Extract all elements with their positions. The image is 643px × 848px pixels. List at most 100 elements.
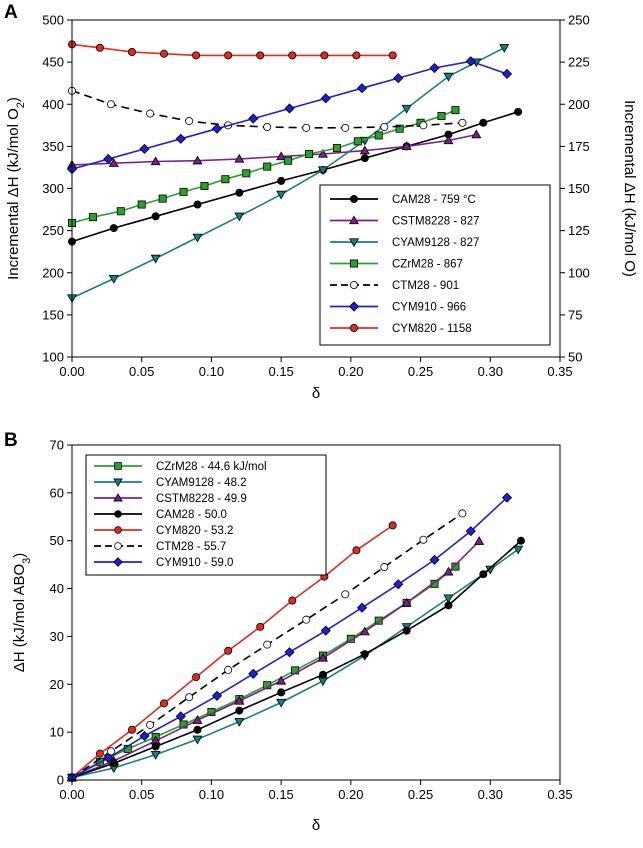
y-right-tick-label: 250 <box>568 13 590 28</box>
data-point <box>474 536 485 545</box>
data-point <box>458 118 467 127</box>
legend-entry: CSTM8228 - 827 <box>330 215 480 228</box>
legend-marker <box>349 280 358 289</box>
data-point <box>150 750 161 760</box>
legend-marker <box>113 478 123 487</box>
data-point <box>401 141 412 151</box>
legend-label: CYM820 - 53.2 <box>156 525 233 537</box>
data-point <box>137 200 146 209</box>
data-point <box>341 123 350 132</box>
data-point <box>234 695 245 705</box>
y-axis-label-right: Incremental ΔH (kJ/mol O) <box>621 100 638 277</box>
data-point <box>305 149 314 158</box>
series-b-cam28-50-0 <box>68 536 525 782</box>
data-point <box>107 747 116 756</box>
y-tick-label: 350 <box>42 139 64 154</box>
data-point <box>234 717 245 727</box>
data-point <box>88 213 97 222</box>
y-tick-label: 10 <box>50 725 64 740</box>
data-point <box>175 133 186 144</box>
data-point <box>465 526 476 537</box>
data-point <box>224 646 233 655</box>
data-point <box>248 113 259 124</box>
data-point <box>95 749 104 758</box>
data-point <box>150 254 161 264</box>
data-point <box>108 158 119 167</box>
x-tick-label: 0.20 <box>338 787 363 802</box>
legend-label: CZrM28 - 44.6 kJ/mol <box>156 461 267 473</box>
x-tick-label: 0.05 <box>129 787 154 802</box>
data-point <box>317 148 328 158</box>
data-point <box>318 670 327 679</box>
y-axis-label-left: Incremental ΔH (kJ/mol O2) <box>5 97 27 280</box>
y-right-tick-label: 50 <box>568 350 582 365</box>
data-point <box>200 181 209 190</box>
data-point <box>374 131 383 140</box>
data-point <box>393 73 404 84</box>
y-tick-label: 450 <box>42 55 64 70</box>
y-tick-label: 300 <box>42 181 64 196</box>
legend-entry: CSTM8228 - 49.9 <box>94 493 247 505</box>
data-point <box>109 224 118 233</box>
data-point <box>499 44 510 53</box>
data-point <box>276 190 287 200</box>
panel-b-series-group <box>66 492 525 783</box>
y-tick-label: 200 <box>42 265 64 280</box>
legend-entry: CYM820 - 53.2 <box>94 525 233 537</box>
data-point <box>263 122 272 131</box>
legend-label: CYM910 - 59.0 <box>156 557 233 569</box>
x-tick-label: 0.10 <box>199 364 224 379</box>
data-point <box>139 143 150 154</box>
data-point <box>175 711 186 722</box>
legend-marker <box>114 542 122 550</box>
y-tick-label: 20 <box>50 677 64 692</box>
data-point <box>242 169 251 178</box>
legend-marker <box>114 510 122 518</box>
x-axis-label: δ <box>312 817 320 834</box>
x-tick-label: 0.25 <box>408 787 433 802</box>
legend-label: CYM820 - 1158 <box>392 323 472 335</box>
data-point <box>116 207 125 216</box>
legend-label: CYM910 - 966 <box>392 302 466 314</box>
data-point <box>263 162 272 171</box>
y-tick-label: 0 <box>57 773 64 788</box>
data-point <box>353 137 362 146</box>
legend-marker <box>114 526 122 534</box>
series-a-cym910-966 <box>66 56 513 175</box>
data-point <box>256 51 265 60</box>
panel-b-legend: CZrM28 - 44.6 kJ/mol CYAM9128 - 48.2 CSTM8… <box>85 454 327 576</box>
legend-entry: CYM910 - 966 <box>330 301 466 314</box>
y-tick-label: 70 <box>50 438 64 453</box>
data-point <box>317 652 328 662</box>
data-point <box>277 688 286 697</box>
legend-marker <box>113 493 123 502</box>
y-tick-label: 150 <box>42 307 64 322</box>
data-point <box>451 562 460 571</box>
data-point <box>139 730 150 742</box>
legend-marker <box>349 323 358 332</box>
legend-entry: CTM28 - 901 <box>330 280 459 292</box>
data-point <box>192 51 201 60</box>
x-tick-label: 0.15 <box>268 364 293 379</box>
legend-entry: CYAM9128 - 48.2 <box>94 477 247 489</box>
legend-entry: CYAM9128 - 827 <box>330 237 479 249</box>
data-point <box>479 570 488 579</box>
x-tick-label: 0.10 <box>199 787 224 802</box>
data-point <box>248 668 259 679</box>
data-point <box>151 212 160 221</box>
y-tick-label: 500 <box>42 13 64 28</box>
legend-entry: CZrM28 - 44.6 kJ/mol <box>94 461 267 473</box>
legend-entry: CYM820 - 1158 <box>330 323 472 335</box>
data-point <box>341 590 350 599</box>
data-point <box>320 51 329 60</box>
data-point <box>356 602 368 613</box>
data-point <box>401 597 412 607</box>
x-tick-label: 0.20 <box>338 364 363 379</box>
y-tick-label: 400 <box>42 97 64 112</box>
data-point <box>388 521 397 530</box>
x-axis-label: δ <box>312 385 320 402</box>
data-point <box>288 51 297 60</box>
panel-a-legend: CAM28 - 759 °C CSTM8228 - 827 CYAM9128 - 8… <box>319 184 551 346</box>
y-right-tick-label: 225 <box>568 55 590 70</box>
